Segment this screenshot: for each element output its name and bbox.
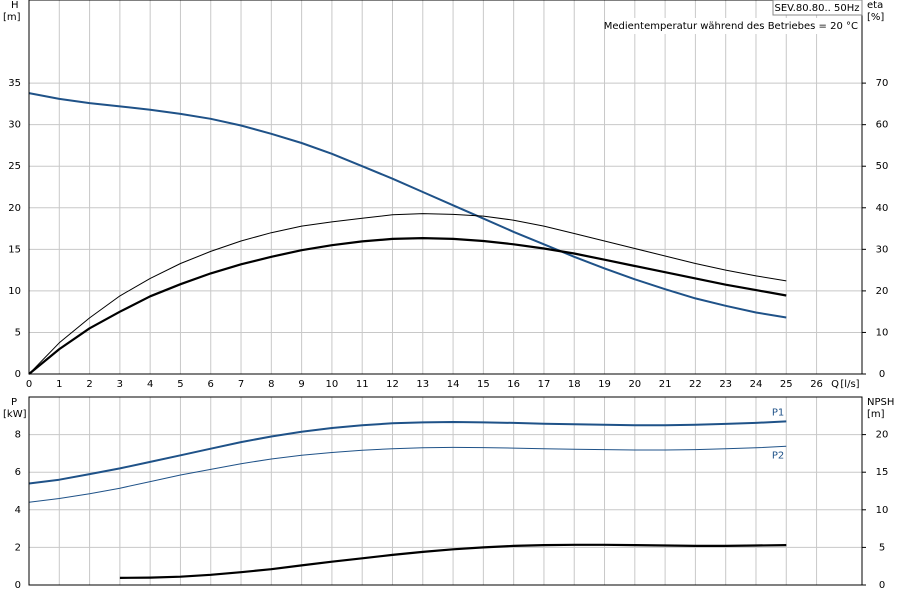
y-tick-label: 20 <box>8 203 21 214</box>
x-tick-label: 12 <box>386 379 399 390</box>
x-tick-label: 24 <box>750 379 763 390</box>
plot-frame <box>28 396 863 586</box>
curve <box>28 92 787 319</box>
y2-axis-label: [%] <box>867 12 884 23</box>
x-tick-label: 19 <box>598 379 611 390</box>
x-tick-label: 20 <box>628 379 641 390</box>
y2-tick-label: 15 <box>876 467 889 478</box>
annotation: Medientemperatur während des Betriebes =… <box>604 21 858 32</box>
x-tick-label: 14 <box>447 379 460 390</box>
y-axis-label: [kW] <box>3 409 27 420</box>
title-box <box>772 0 863 16</box>
annotation-bg <box>624 18 860 34</box>
y-tick-label: 15 <box>8 244 21 255</box>
x-tick-label: 2 <box>86 379 92 390</box>
y-axis-label: H <box>11 0 19 11</box>
y-axis-label: [m] <box>3 12 21 23</box>
y-tick-label: 5 <box>15 327 21 338</box>
y2-axis-label: [m] <box>867 409 885 420</box>
y2-tick-label: 5 <box>879 542 885 553</box>
curve <box>28 420 787 485</box>
curve <box>119 543 787 579</box>
curve <box>28 445 787 503</box>
x-tick-label: 9 <box>298 379 304 390</box>
y-tick-label: 25 <box>8 161 21 172</box>
y2-tick-label: 20 <box>876 430 889 441</box>
y2-tick-label: 10 <box>876 327 889 338</box>
x-tick-label: 25 <box>780 379 793 390</box>
y2-tick-label: 60 <box>876 120 889 131</box>
x-tick-label: 4 <box>147 379 153 390</box>
x-tick-label: 16 <box>507 379 520 390</box>
x-tick-label: 6 <box>208 379 214 390</box>
y-axis-label: P <box>11 397 17 408</box>
x-tick-label: 17 <box>538 379 551 390</box>
x-tick-label: 5 <box>177 379 183 390</box>
x-tick-label: 8 <box>268 379 274 390</box>
y-tick-label: 0 <box>15 580 21 591</box>
x-tick-label: 26 <box>810 379 823 390</box>
x-tick-label: 10 <box>326 379 339 390</box>
y-tick-label: 0 <box>15 369 21 380</box>
curve <box>28 213 787 375</box>
x-tick-label: 11 <box>356 379 369 390</box>
y-tick-label: 10 <box>8 286 21 297</box>
x-tick-label: 22 <box>689 379 702 390</box>
y2-tick-label: 40 <box>876 203 889 214</box>
y2-axis-label: eta <box>867 0 883 11</box>
x-axis-label: [l/s] <box>840 379 859 390</box>
y2-tick-label: 0 <box>879 369 885 380</box>
y-tick-label: 35 <box>8 78 21 89</box>
x-tick-label: 0 <box>26 379 32 390</box>
y-tick-label: 2 <box>15 542 21 553</box>
y2-tick-label: 50 <box>876 161 889 172</box>
y-tick-label: 30 <box>8 120 21 131</box>
y2-tick-label: 10 <box>876 505 889 516</box>
x-tick-label: 21 <box>659 379 672 390</box>
curve <box>28 237 787 375</box>
y2-tick-label: 30 <box>876 244 889 255</box>
y-tick-label: 8 <box>15 430 21 441</box>
plot-frame <box>28 0 863 375</box>
x-axis-label: Q <box>831 379 839 390</box>
x-tick-label: 3 <box>117 379 123 390</box>
chart-title: SEV.80.80.. 50Hz <box>774 3 859 14</box>
x-tick-label: 7 <box>238 379 244 390</box>
x-tick-label: 1 <box>56 379 62 390</box>
y-tick-label: 6 <box>15 467 21 478</box>
x-tick-label: 18 <box>568 379 581 390</box>
y2-tick-label: 70 <box>876 78 889 89</box>
x-tick-label: 15 <box>477 379 490 390</box>
series-label: P2 <box>772 450 784 461</box>
y2-tick-label: 0 <box>879 580 885 591</box>
x-tick-label: 13 <box>416 379 429 390</box>
y-tick-label: 4 <box>15 505 21 516</box>
x-tick-label: 23 <box>719 379 732 390</box>
series-label: P1 <box>772 407 784 418</box>
y2-tick-label: 20 <box>876 286 889 297</box>
y2-axis-label: NPSH <box>867 397 894 408</box>
